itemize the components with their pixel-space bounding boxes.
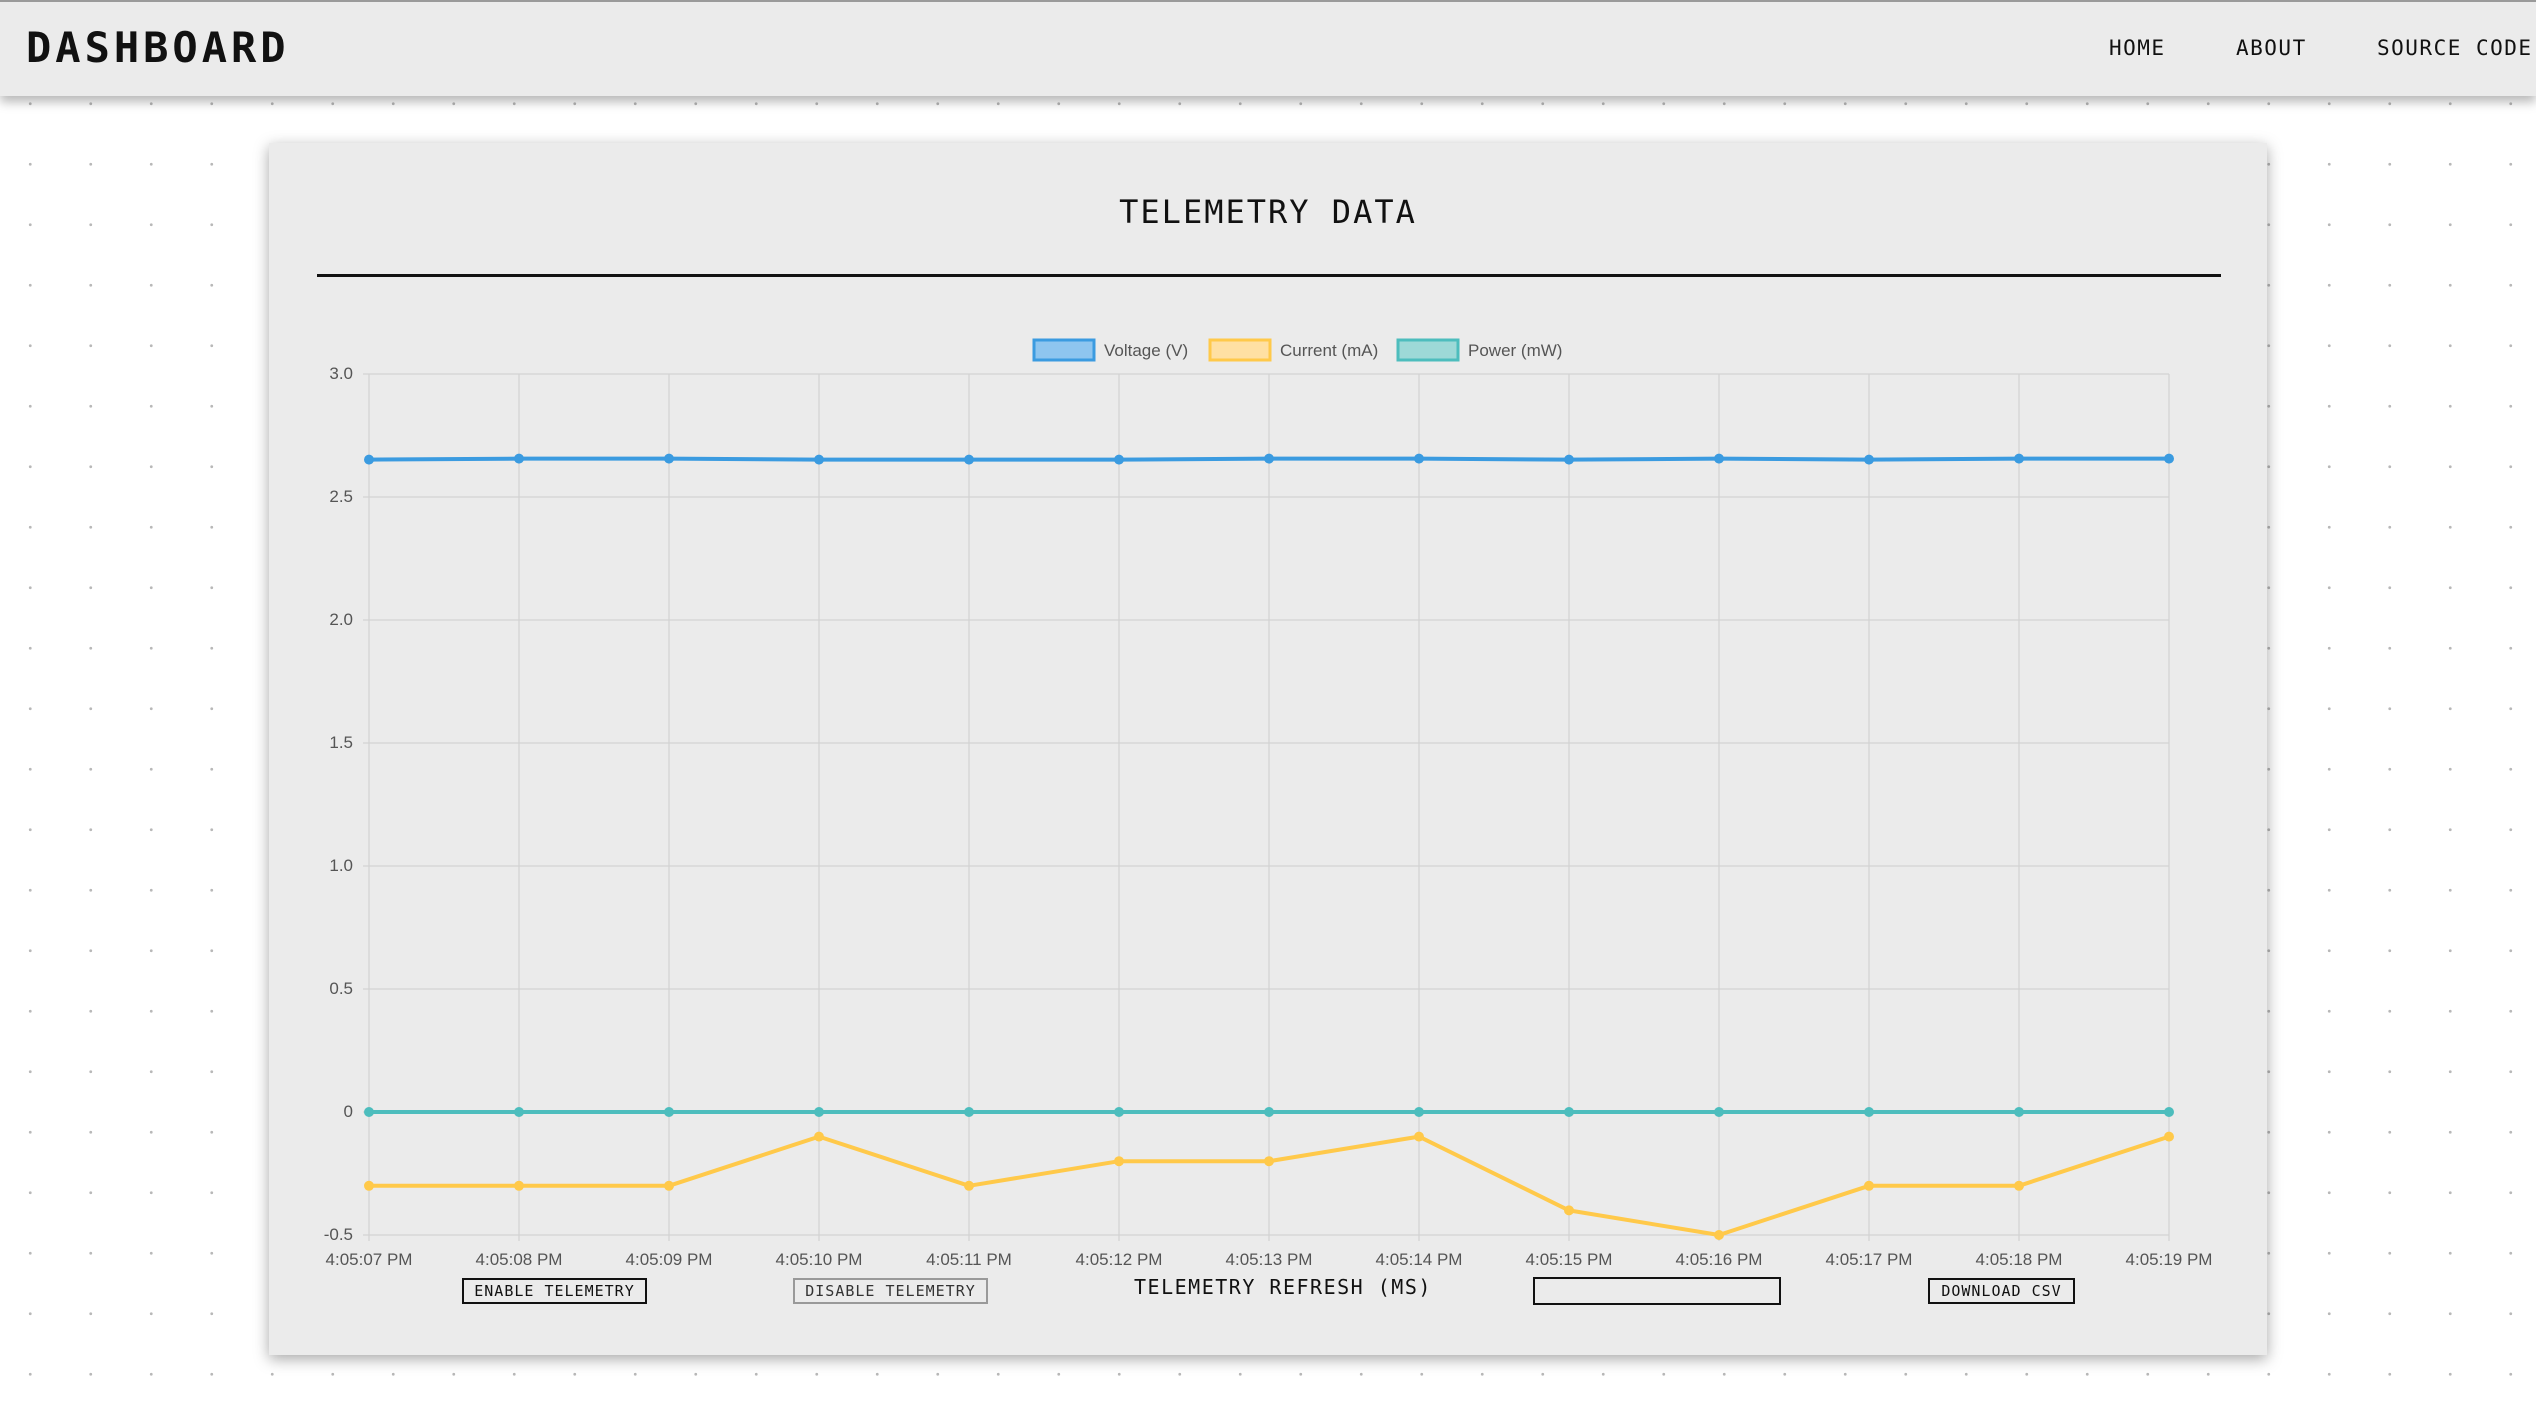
data-point	[814, 1107, 824, 1117]
data-point	[814, 454, 824, 465]
data-point	[1264, 1107, 1274, 1117]
data-point	[1864, 1180, 1874, 1191]
data-point	[664, 1180, 674, 1191]
data-point	[964, 1180, 974, 1191]
legend-item: Current (mA)	[1208, 338, 1378, 362]
title-divider	[317, 274, 2221, 277]
legend-swatch	[1396, 338, 1460, 362]
disable-telemetry-button[interactable]: DISABLE TELEMETRY	[793, 1278, 988, 1304]
legend-item: Voltage (V)	[1032, 338, 1188, 362]
x-tick-label: 4:05:10 PM	[776, 1250, 863, 1269]
data-point	[814, 1131, 824, 1142]
data-point	[1264, 1156, 1274, 1167]
data-point	[364, 454, 374, 465]
nav-link-about[interactable]: ABOUT	[2236, 36, 2307, 60]
x-tick-label: 4:05:13 PM	[1226, 1250, 1313, 1269]
data-point	[1114, 1107, 1124, 1117]
data-point	[514, 1107, 524, 1117]
data-point	[1414, 1107, 1424, 1117]
legend-label: Power (mW)	[1468, 341, 1562, 360]
nav-link-home[interactable]: HOME	[2109, 36, 2166, 60]
data-point	[1564, 1107, 1574, 1117]
y-tick-label: 0.5	[329, 979, 353, 998]
data-point	[1114, 454, 1124, 465]
data-point	[1714, 1230, 1724, 1240]
data-point	[1414, 453, 1424, 464]
y-tick-label: 1.5	[329, 733, 353, 752]
data-point	[2164, 1107, 2174, 1117]
telemetry-chart: 3.0 2.5 2.0 1.5 1.0 0.5 0 -0.5 4:05:07 PM 4:05:08…	[324, 338, 2213, 1269]
data-point	[664, 453, 674, 464]
y-tick-label: 0	[344, 1102, 353, 1121]
legend-swatch	[1032, 338, 1096, 362]
telemetry-card: TELEMETRY DATA 3.0 2.5 2.0 1.5 1.0 0.5 0 -0.5 4:…	[269, 143, 2267, 1355]
data-point	[364, 1107, 374, 1117]
navbar: DASHBOARD HOME ABOUT SOURCE CODE	[0, 0, 2536, 96]
nav-link-source-code[interactable]: SOURCE CODE	[2377, 36, 2533, 60]
enable-telemetry-button[interactable]: ENABLE TELEMETRY	[462, 1278, 647, 1304]
refresh-interval-input[interactable]	[1533, 1277, 1781, 1305]
legend-swatch	[1208, 338, 1272, 362]
data-point	[1564, 1205, 1574, 1216]
data-point	[664, 1107, 674, 1117]
legend-label: Current (mA)	[1280, 341, 1378, 360]
data-point	[514, 453, 524, 464]
data-point	[364, 1180, 374, 1191]
data-point	[514, 1180, 524, 1191]
data-point	[1414, 1131, 1424, 1142]
x-tick-label: 4:05:12 PM	[1076, 1250, 1163, 1269]
y-tick-label: 1.0	[329, 856, 353, 875]
data-point	[2014, 1180, 2024, 1191]
card-title: TELEMETRY DATA	[1119, 193, 1417, 231]
refresh-interval-label: TELEMETRY REFRESH (MS)	[1134, 1275, 1432, 1299]
y-tick-label: 2.5	[329, 487, 353, 506]
x-tick-label: 4:05:07 PM	[326, 1250, 413, 1269]
data-point	[964, 1107, 974, 1117]
y-tick-label: 2.0	[329, 610, 353, 629]
x-tick-label: 4:05:09 PM	[626, 1250, 713, 1269]
data-point	[964, 454, 974, 465]
y-tick-label: 3.0	[329, 364, 353, 383]
brand-title[interactable]: DASHBOARD	[26, 23, 290, 72]
data-point	[1264, 453, 1274, 464]
data-point	[2164, 1131, 2174, 1142]
legend-label: Voltage (V)	[1104, 341, 1188, 360]
x-tick-label: 4:05:15 PM	[1526, 1250, 1613, 1269]
download-csv-button[interactable]: DOWNLOAD CSV	[1928, 1278, 2075, 1304]
x-tick-label: 4:05:18 PM	[1976, 1250, 2063, 1269]
data-point	[1114, 1156, 1124, 1167]
data-point	[1864, 1107, 1874, 1117]
data-point	[2014, 453, 2024, 464]
x-tick-label: 4:05:11 PM	[926, 1250, 1012, 1269]
data-point	[1714, 1107, 1724, 1117]
data-point	[1864, 454, 1874, 465]
x-tick-label: 4:05:14 PM	[1376, 1250, 1463, 1269]
x-tick-label: 4:05:08 PM	[476, 1250, 563, 1269]
legend-item: Power (mW)	[1396, 338, 1562, 362]
data-point	[1714, 453, 1724, 464]
y-tick-label: -0.5	[324, 1225, 353, 1244]
x-tick-label: 4:05:16 PM	[1676, 1250, 1763, 1269]
x-tick-label: 4:05:17 PM	[1826, 1250, 1913, 1269]
data-point	[1564, 454, 1574, 465]
data-point	[2014, 1107, 2024, 1117]
x-tick-label: 4:05:19 PM	[2126, 1250, 2213, 1269]
data-point	[2164, 453, 2174, 464]
